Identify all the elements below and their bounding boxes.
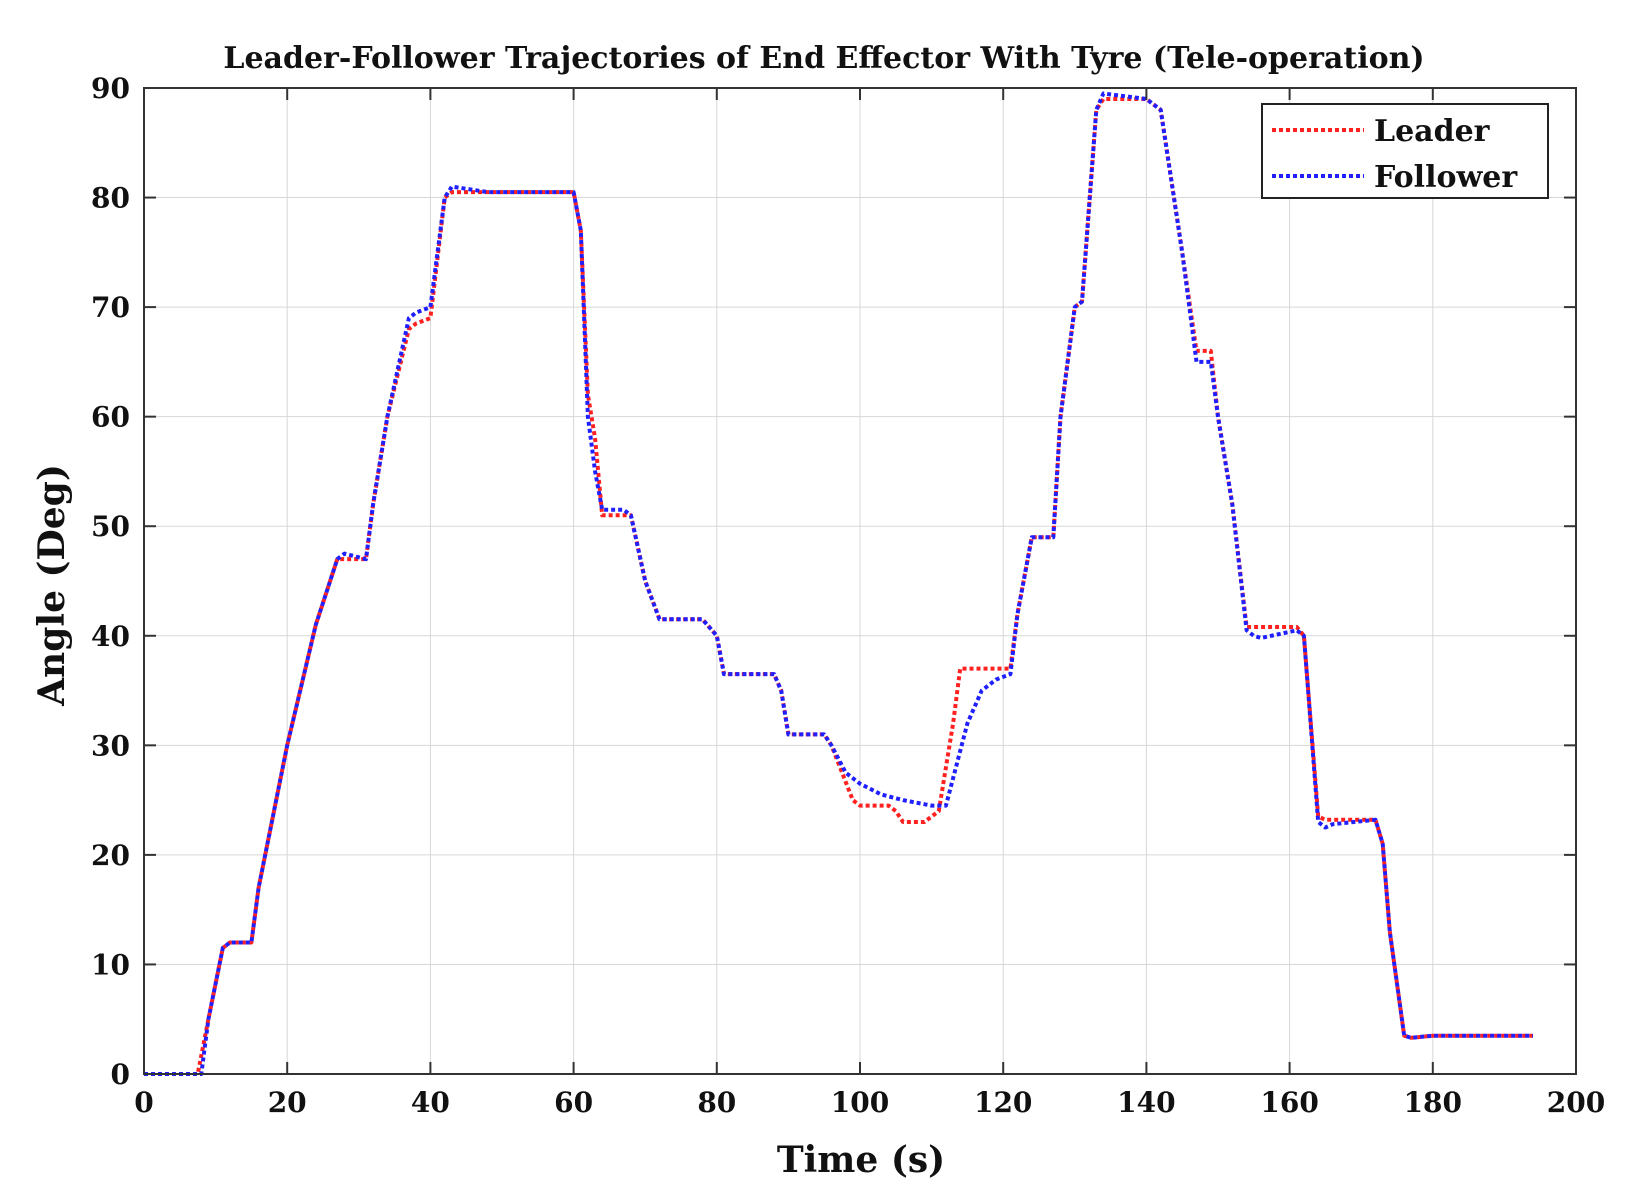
- x-axis-label: Time (s): [777, 1139, 945, 1181]
- y-tick-label: 20: [91, 839, 130, 872]
- x-tick-label: 160: [1260, 1086, 1318, 1119]
- y-tick-label: 80: [91, 182, 130, 215]
- x-tick-label: 140: [1117, 1086, 1175, 1119]
- legend-box: [1261, 103, 1549, 199]
- series-line-follower: [144, 91, 1533, 1076]
- x-tick-label: 120: [974, 1086, 1032, 1119]
- x-tick-label: 200: [1547, 1086, 1605, 1119]
- y-tick-label: 50: [91, 510, 130, 543]
- y-axis-label: Angle (Deg): [31, 464, 73, 707]
- x-tick-label: 80: [697, 1086, 736, 1119]
- y-tick-label: 60: [91, 401, 130, 434]
- plot-series: [144, 91, 1533, 1076]
- x-tick-label: 0: [134, 1086, 153, 1119]
- legend: Leader Follower: [1261, 103, 1549, 199]
- x-tick-label: 60: [554, 1086, 593, 1119]
- axis-ticks: 0 20 40 60 80 100 120 140 160 180 200 0 10 20 30 40 50 60…: [91, 72, 1605, 1119]
- y-tick-label: 70: [91, 291, 130, 324]
- y-tick-label: 10: [91, 948, 130, 981]
- y-tick-label: 90: [91, 72, 130, 105]
- grid-lines: [144, 88, 1576, 1074]
- x-tick-label: 40: [411, 1086, 450, 1119]
- legend-label-follower: Follower: [1374, 160, 1518, 195]
- y-tick-label: 0: [111, 1058, 130, 1091]
- x-tick-label: 180: [1404, 1086, 1462, 1119]
- legend-label-leader: Leader: [1374, 114, 1491, 149]
- x-tick-label: 100: [831, 1086, 889, 1119]
- series-line-leader: [144, 97, 1533, 1076]
- y-tick-label: 30: [91, 729, 130, 762]
- y-tick-label: 40: [91, 620, 130, 653]
- chart-title: Leader-Follower Trajectories of End Effe…: [223, 41, 1424, 76]
- x-tick-label: 20: [268, 1086, 307, 1119]
